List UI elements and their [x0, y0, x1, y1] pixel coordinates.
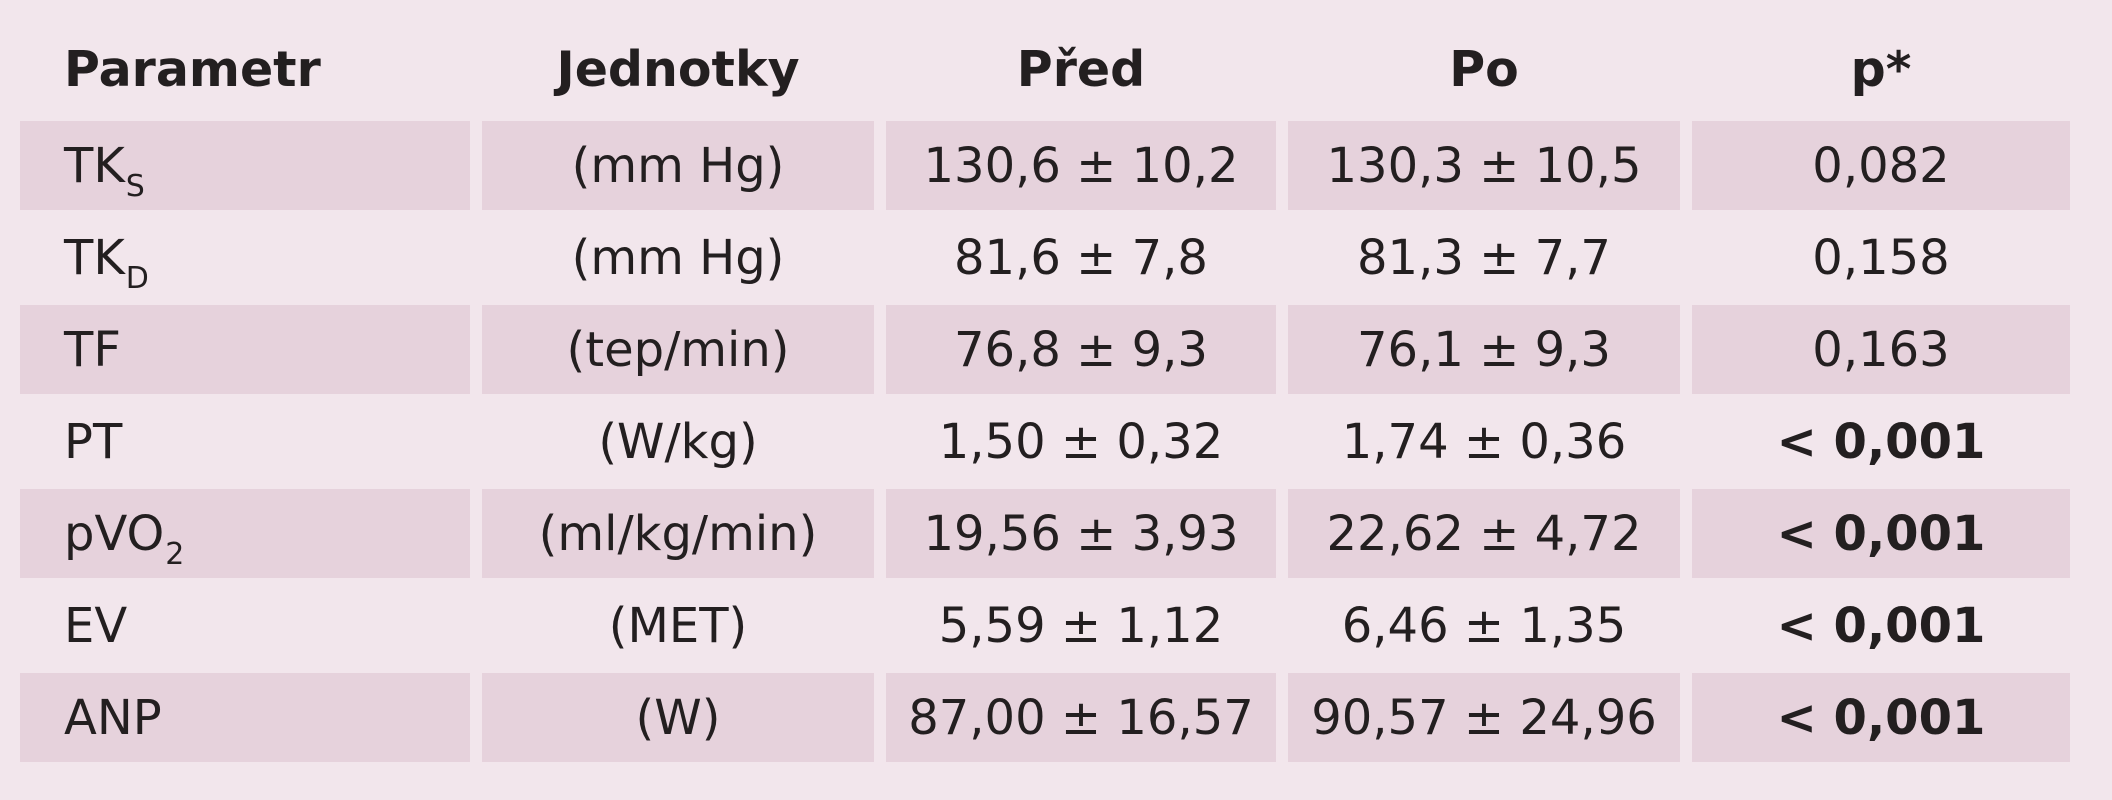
unit-cell: (MET) — [608, 597, 748, 654]
before-cell: 1,50 ± 0,32 — [938, 413, 1224, 470]
param-subscript: D — [125, 260, 149, 296]
before-cell: 87,00 ± 16,57 — [886, 673, 1276, 762]
before-cell: 130,6 ± 10,2 — [886, 121, 1276, 210]
before-cell: 81,6 ± 7,8 — [954, 229, 1208, 286]
table-row: ANP (W) 87,00 ± 16,57 90,57 ± 24,96 < 0,… — [20, 673, 2070, 762]
table-row: PT (W/kg) 1,50 ± 0,32 1,74 ± 0,36 < 0,00… — [20, 397, 2070, 486]
param-name: TK — [64, 229, 125, 286]
table-row: pVO2 (ml/kg/min) 19,56 ± 3,93 22,62 ± 4,… — [20, 489, 2070, 578]
unit-cell: (ml/kg/min) — [482, 489, 874, 578]
after-cell: 130,3 ± 10,5 — [1288, 121, 1680, 210]
param-subscript: 2 — [165, 536, 185, 572]
table-body: TKS (mm Hg) 130,6 ± 10,2 130,3 ± 10,5 0,… — [20, 121, 2070, 762]
table-row: TKS (mm Hg) 130,6 ± 10,2 130,3 ± 10,5 0,… — [20, 121, 2070, 210]
after-cell: 81,3 ± 7,7 — [1357, 229, 1611, 286]
before-cell: 5,59 ± 1,12 — [938, 597, 1224, 654]
header-p-value: p* — [1850, 40, 1912, 98]
after-cell: 90,57 ± 24,96 — [1288, 673, 1680, 762]
param-cell: pVO2 — [20, 489, 470, 578]
table-row: EV (MET) 5,59 ± 1,12 6,46 ± 1,35 < 0,001 — [20, 581, 2070, 670]
p-value-cell: 0,158 — [1812, 229, 1950, 286]
p-value-cell: 0,163 — [1692, 305, 2070, 394]
unit-cell: (W/kg) — [598, 413, 758, 470]
after-cell: 6,46 ± 1,35 — [1341, 597, 1627, 654]
param-name: PT — [64, 413, 123, 470]
header-jednotky: Jednotky — [556, 40, 800, 98]
p-value-cell: < 0,001 — [1776, 597, 1986, 654]
param-cell: TKS — [20, 121, 470, 210]
param-cell: ANP — [20, 673, 470, 762]
unit-cell: (mm Hg) — [571, 229, 785, 286]
before-cell: 76,8 ± 9,3 — [886, 305, 1276, 394]
header-parametr: Parametr — [64, 40, 321, 98]
unit-cell: (tep/min) — [482, 305, 874, 394]
after-cell: 1,74 ± 0,36 — [1341, 413, 1627, 470]
param-name: TF — [64, 321, 121, 378]
results-table: Parametr Jednotky Před Po p* TKS (mm Hg)… — [8, 17, 2082, 765]
after-cell: 22,62 ± 4,72 — [1288, 489, 1680, 578]
header-pred: Před — [1016, 40, 1146, 98]
table-header: Parametr Jednotky Před Po p* — [20, 20, 2070, 118]
param-cell: TF — [20, 305, 470, 394]
param-name: ANP — [64, 689, 162, 746]
param-cell: EV — [20, 581, 470, 670]
p-value-cell: < 0,001 — [1776, 413, 1986, 470]
param-name: pVO — [64, 505, 165, 562]
param-subscript: S — [125, 168, 145, 204]
header-row: Parametr Jednotky Před Po p* — [20, 20, 2070, 118]
param-name: EV — [64, 597, 128, 654]
unit-cell: (W) — [482, 673, 874, 762]
param-cell: PT — [20, 397, 470, 486]
param-name: TK — [64, 137, 125, 194]
before-cell: 19,56 ± 3,93 — [886, 489, 1276, 578]
param-cell: TKD — [20, 213, 470, 302]
after-cell: 76,1 ± 9,3 — [1288, 305, 1680, 394]
header-po: Po — [1449, 40, 1519, 98]
table-row: TF (tep/min) 76,8 ± 9,3 76,1 ± 9,3 0,163 — [20, 305, 2070, 394]
unit-cell: (mm Hg) — [482, 121, 874, 210]
p-value-cell: 0,082 — [1692, 121, 2070, 210]
p-value-cell: < 0,001 — [1692, 673, 2070, 762]
p-value-cell: < 0,001 — [1692, 489, 2070, 578]
table-row: TKD (mm Hg) 81,6 ± 7,8 81,3 ± 7,7 0,158 — [20, 213, 2070, 302]
